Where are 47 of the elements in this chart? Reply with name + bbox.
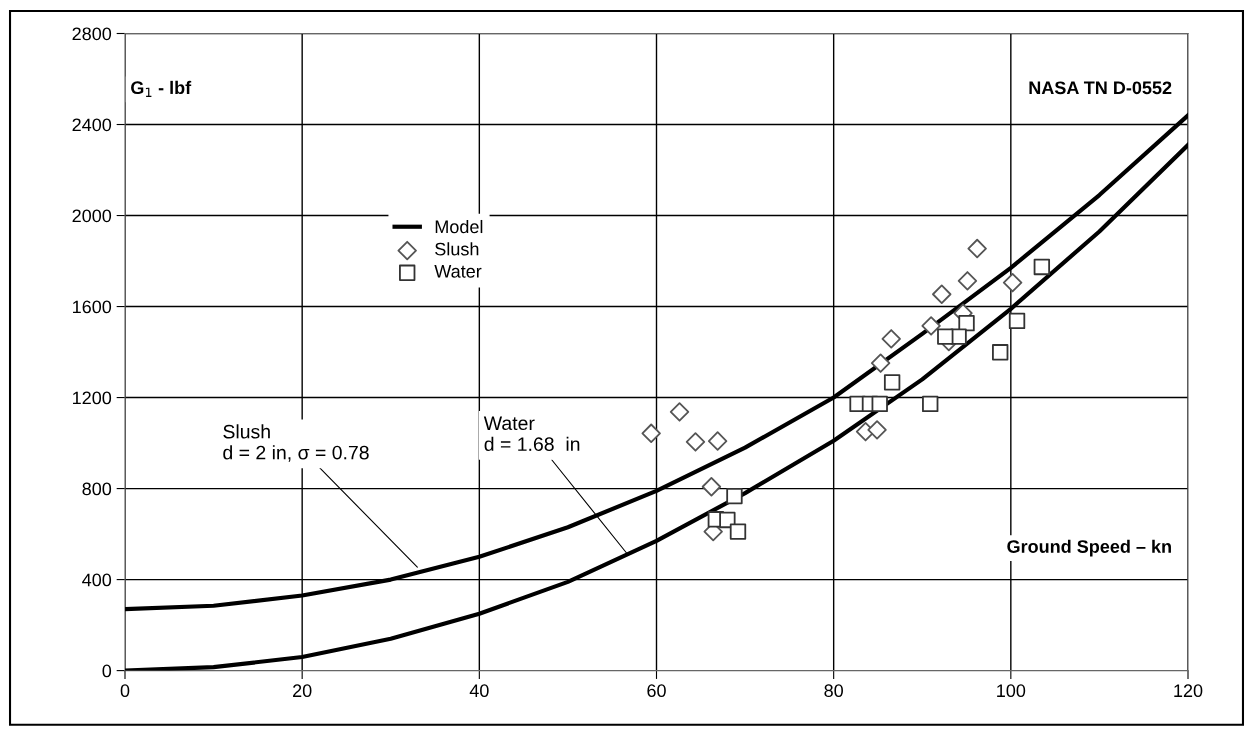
point — [921, 316, 941, 336]
y-tick-label: 2800 — [72, 27, 112, 41]
legend-label: Water — [434, 265, 482, 278]
point — [871, 395, 888, 413]
x-tick-label: 120 — [1174, 684, 1203, 698]
annotation: Water d = 1.68 in — [483, 416, 580, 452]
y-tick-label: 400 — [82, 573, 112, 587]
point — [719, 511, 736, 529]
legend-label: Model — [435, 219, 483, 234]
point — [922, 395, 939, 413]
point — [867, 420, 887, 440]
point — [1002, 272, 1023, 293]
point — [967, 238, 987, 259]
x-axis-title: Ground Speed – kn — [1007, 539, 1171, 557]
point — [729, 523, 747, 540]
x-tick-label: 80 — [824, 684, 843, 698]
x-tick-label: 40 — [469, 684, 489, 698]
point — [958, 314, 975, 332]
legend-label: Slush — [435, 242, 479, 256]
point — [883, 374, 901, 391]
point — [641, 423, 661, 443]
x-tick-label: 20 — [293, 684, 312, 698]
x-tick-label: 0 — [120, 684, 130, 698]
point — [1008, 312, 1026, 330]
x-tick-label: 60 — [647, 684, 666, 698]
annotation: NASA TN D-0552 — [1029, 81, 1172, 95]
point — [685, 432, 706, 452]
point — [992, 344, 1009, 361]
y-tick-label: 0 — [102, 664, 112, 678]
y-axis-title: G$_{1}$ - lbf — [131, 80, 192, 97]
annotation: Slush d = 2 in, σ = 0.78 — [223, 424, 369, 462]
point — [707, 431, 728, 451]
point — [957, 271, 978, 291]
point — [1033, 258, 1051, 276]
y-tick-label: 2000 — [72, 209, 112, 223]
point — [932, 284, 952, 304]
point — [937, 328, 954, 345]
x-tick-label: 100 — [997, 684, 1026, 698]
point — [726, 487, 743, 505]
point — [701, 477, 722, 497]
y-tick-label: 800 — [82, 482, 112, 496]
point — [881, 329, 901, 349]
y-tick-label: 2400 — [72, 118, 112, 132]
y-tick-label: 1200 — [73, 391, 112, 405]
y-tick-label: 1600 — [73, 300, 112, 314]
point — [870, 353, 891, 373]
point — [669, 402, 690, 422]
